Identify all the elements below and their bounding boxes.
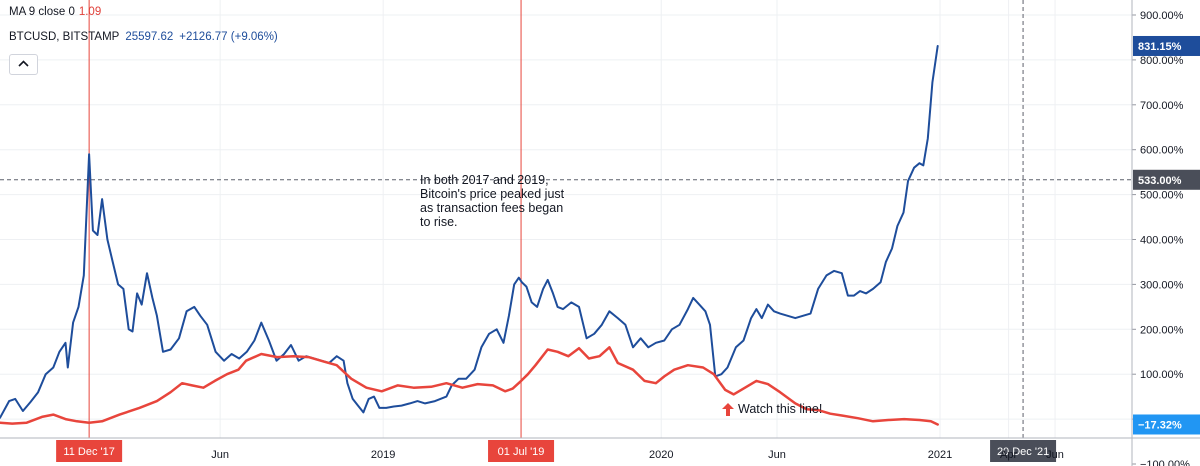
- crosshair-y-label: 533.00%: [1138, 175, 1182, 187]
- annotation-watch[interactable]: Watch this line!: [722, 402, 823, 417]
- y-tick-label: 600.00%: [1140, 145, 1184, 157]
- series-line-btc: [0, 45, 939, 419]
- x-tick-label: Jun: [211, 449, 229, 461]
- date-marker-badge: [56, 440, 123, 462]
- y-tick-label: 500.00%: [1140, 190, 1184, 202]
- crosshair: 20 Dec '21: [0, 0, 1132, 462]
- btc-last-value-badge: [1133, 35, 1200, 56]
- legend-symbol-label: BTCUSD, BITSTAMP: [9, 31, 120, 43]
- x-tick-label: 2021: [928, 449, 952, 461]
- btc-last-value-label: 831.15%: [1138, 41, 1182, 53]
- date-marker-label: 11 Dec '17: [63, 446, 114, 458]
- note-line: Bitcoin's price peaked just: [420, 187, 565, 201]
- grid: [0, 0, 1132, 438]
- legend-ma[interactable]: MA 9 close 0 1.09: [9, 6, 101, 18]
- date-marker-label: 01 Jul '19: [498, 446, 545, 458]
- y-tick-label: 700.00%: [1140, 100, 1184, 112]
- price-scale[interactable]: 900.00% 800.00% 700.00% 600.00% 500.00% 400.0…: [1131, 0, 1190, 466]
- legend-symbol-change: +2126.77 (+9.06%): [179, 31, 278, 43]
- legend-symbol[interactable]: BTCUSD, BITSTAMP 25597.62 +2126.77 (+9.06%…: [9, 31, 278, 43]
- y-tick-label: −100.00%: [1140, 459, 1190, 466]
- axis-badges: 831.15% 533.00% −17.32%: [1133, 35, 1200, 435]
- watch-text: Watch this line!: [738, 402, 823, 416]
- legend-ma-value: 1.09: [78, 6, 102, 18]
- y-tick-label: 300.00%: [1140, 279, 1184, 291]
- series-line-ma: [0, 346, 939, 426]
- legend-ma-label: MA 9 close 0: [9, 6, 75, 18]
- date-marker-badge: [488, 440, 555, 462]
- series-lines: [0, 45, 939, 426]
- note-line: In both 2017 and 2019,: [420, 173, 549, 187]
- x-tick-label: 2020: [649, 449, 673, 461]
- crosshair-y-badge: [1133, 169, 1200, 190]
- arrow-up-icon: [722, 403, 734, 417]
- legend-symbol-price: 25597.62: [125, 31, 174, 43]
- ma-last-value-badge: [1133, 414, 1200, 435]
- crosshair-x-badge: [990, 440, 1057, 462]
- x-tick-label: 2019: [371, 449, 395, 461]
- x-tick-label: Jun: [1046, 449, 1064, 461]
- chevron-up-icon: [18, 60, 29, 67]
- x-tick-label: Jun: [768, 449, 786, 461]
- note-line: to rise.: [420, 215, 458, 229]
- crosshair-x-label: 20 Dec '21: [997, 446, 1049, 458]
- y-tick-label: 800.00%: [1140, 55, 1184, 67]
- annotation-note[interactable]: In both 2017 and 2019, Bitcoin's price p…: [420, 173, 610, 229]
- y-tick-label: 400.00%: [1140, 235, 1184, 247]
- time-scale[interactable]: Jun 2019 2020 Jun 2021 Apr Jun: [0, 437, 1200, 461]
- y-tick-label: 200.00%: [1140, 324, 1184, 336]
- x-tick-label: Apr: [1000, 449, 1017, 461]
- date-markers: 11 Dec '17 01 Jul '19: [56, 0, 555, 462]
- y-tick-label: 100.00%: [1140, 369, 1184, 381]
- note-line: as transaction fees began: [420, 201, 564, 215]
- ma-last-value-label: −17.32%: [1138, 419, 1182, 431]
- y-tick-label: 900.00%: [1140, 10, 1184, 22]
- collapse-legend-button[interactable]: [9, 54, 38, 75]
